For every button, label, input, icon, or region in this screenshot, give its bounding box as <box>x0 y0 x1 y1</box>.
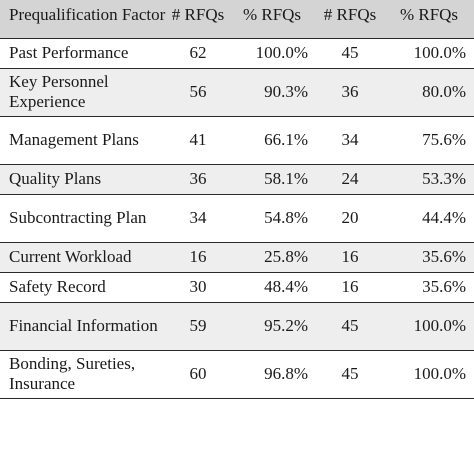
table-row: Key Personnel Experience 56 90.3% 36 80.… <box>0 68 474 116</box>
rfqs-count-1-cell: 56 <box>189 82 207 101</box>
table-row: Current Workload 16 25.8% 16 35.6% <box>0 242 474 272</box>
table-row: Bonding, Sureties, Insurance 60 96.8% 45… <box>0 350 474 398</box>
rfqs-percent-2-cell: 75.6% <box>422 130 466 149</box>
rfqs-percent-1-cell: 96.8% <box>264 364 308 383</box>
header-prequalification-factor: Prequalification Factor <box>9 5 166 25</box>
rfqs-percent-2-cell: 100.0% <box>413 43 466 62</box>
rfqs-count-1-cell: 34 <box>189 208 207 227</box>
rfqs-percent-1-cell: 100.0% <box>255 43 308 62</box>
rfqs-count-2-cell: 34 <box>341 130 359 149</box>
factor-cell: Financial Information <box>9 316 158 335</box>
table-body: Past Performance 62 100.0% 45 100.0% Key… <box>0 38 474 398</box>
factor-cell: Key Personnel Experience <box>9 72 109 111</box>
rfqs-percent-2-cell: 80.0% <box>422 82 466 101</box>
factor-cell: Current Workload <box>9 247 132 266</box>
rfqs-percent-2-cell: 100.0% <box>413 364 466 383</box>
rfqs-count-2-cell: 24 <box>341 169 359 188</box>
rfqs-count-2-cell: 16 <box>341 247 359 266</box>
table-row: Safety Record 30 48.4% 16 35.6% <box>0 272 474 302</box>
rfqs-count-1-cell: 60 <box>189 364 207 383</box>
rfqs-percent-1-cell: 58.1% <box>264 169 308 188</box>
rfqs-percent-1-cell: 66.1% <box>264 130 308 149</box>
rfqs-count-1-cell: 36 <box>189 169 207 188</box>
rfqs-percent-1-cell: 25.8% <box>264 247 308 266</box>
rfqs-percent-1-cell: 48.4% <box>264 277 308 296</box>
factor-cell: Subcontracting Plan <box>9 208 147 227</box>
rfqs-percent-1-cell: 95.2% <box>264 316 308 335</box>
table-header: Prequalification Factor # RFQs % RFQs # … <box>0 0 474 38</box>
rfqs-percent-2-cell: 53.3% <box>422 169 466 188</box>
rfqs-percent-2-cell: 35.6% <box>422 277 466 296</box>
header-rfqs-count-1: # RFQs <box>171 5 225 25</box>
rfqs-count-2-cell: 36 <box>341 82 359 101</box>
rfqs-count-2-cell: 45 <box>341 364 359 383</box>
rfqs-percent-2-cell: 100.0% <box>413 316 466 335</box>
factor-cell: Safety Record <box>9 277 106 296</box>
rfqs-count-1-cell: 16 <box>189 247 207 266</box>
header-rfqs-percent-2: % RFQs <box>399 5 459 25</box>
table-row: Quality Plans 36 58.1% 24 53.3% <box>0 164 474 194</box>
table-row: Management Plans 41 66.1% 34 75.6% <box>0 116 474 164</box>
factor-cell: Quality Plans <box>9 169 102 188</box>
rfqs-count-1-cell: 30 <box>189 277 207 296</box>
table-row: Subcontracting Plan 34 54.8% 20 44.4% <box>0 194 474 242</box>
table-row: Past Performance 62 100.0% 45 100.0% <box>0 38 474 68</box>
rfqs-percent-2-cell: 35.6% <box>422 247 466 266</box>
table-row: Financial Information 59 95.2% 45 100.0% <box>0 302 474 350</box>
rfqs-count-1-cell: 59 <box>189 316 207 335</box>
rfqs-percent-1-cell: 54.8% <box>264 208 308 227</box>
header-rfqs-count-2: # RFQs <box>323 5 377 25</box>
rfqs-percent-2-cell: 44.4% <box>422 208 466 227</box>
rfqs-count-2-cell: 16 <box>341 277 359 296</box>
factor-cell: Management Plans <box>9 130 139 149</box>
rfqs-count-2-cell: 45 <box>341 43 359 62</box>
header-row: Prequalification Factor # RFQs % RFQs # … <box>0 0 474 38</box>
prequalification-table: Prequalification Factor # RFQs % RFQs # … <box>0 0 474 398</box>
rfqs-count-2-cell: 20 <box>341 208 359 227</box>
header-rfqs-percent-1: % RFQs <box>242 5 302 25</box>
rfqs-percent-1-cell: 90.3% <box>264 82 308 101</box>
factor-cell: Past Performance <box>9 43 129 62</box>
rfqs-count-1-cell: 41 <box>189 130 207 149</box>
factor-cell: Bonding, Sureties, Insurance <box>9 354 136 393</box>
rfqs-count-2-cell: 45 <box>341 316 359 335</box>
rfqs-count-1-cell: 62 <box>189 43 207 62</box>
